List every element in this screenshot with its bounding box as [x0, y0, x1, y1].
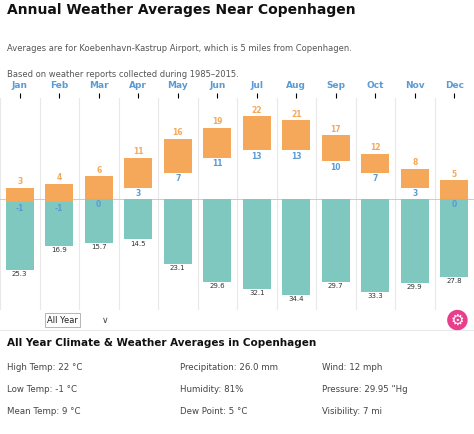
- Text: 3: 3: [136, 189, 141, 198]
- Text: 4: 4: [56, 173, 62, 182]
- Bar: [282, 120, 310, 150]
- Text: Visibility: 7 mi: Visibility: 7 mi: [322, 407, 383, 416]
- Text: 14.5: 14.5: [130, 240, 146, 247]
- Text: 22: 22: [252, 106, 262, 115]
- Text: 0: 0: [96, 200, 101, 209]
- Text: 0: 0: [452, 200, 457, 209]
- Text: 15.7: 15.7: [91, 244, 107, 250]
- Text: All Year: All Year: [47, 316, 78, 325]
- Text: All Year Climate & Weather Averages in Copenhagen: All Year Climate & Weather Averages in C…: [7, 338, 316, 348]
- Bar: [124, 158, 153, 187]
- Text: 6: 6: [96, 166, 101, 175]
- Text: 7: 7: [175, 174, 181, 183]
- Bar: [164, 199, 192, 263]
- Bar: [84, 199, 113, 243]
- Text: Wind: 12 mph: Wind: 12 mph: [322, 363, 383, 372]
- Text: 12: 12: [370, 143, 381, 152]
- Text: 11: 11: [133, 147, 144, 156]
- Text: 33.3: 33.3: [367, 293, 383, 299]
- Text: 3: 3: [17, 177, 22, 186]
- Text: High Temp: 22 °C: High Temp: 22 °C: [7, 363, 82, 372]
- Bar: [282, 199, 310, 295]
- Text: 25.3: 25.3: [12, 271, 27, 277]
- Text: 27.8: 27.8: [447, 278, 462, 284]
- Bar: [124, 199, 153, 240]
- Bar: [243, 199, 271, 289]
- Bar: [361, 199, 390, 292]
- Text: -1: -1: [16, 204, 24, 213]
- Text: Averages are for Koebenhavn-Kastrup Airport, which is 5 miles from Copenhagen.: Averages are for Koebenhavn-Kastrup Airp…: [7, 44, 352, 53]
- Bar: [321, 199, 350, 282]
- Bar: [45, 184, 73, 203]
- Bar: [203, 128, 231, 158]
- Text: 16: 16: [173, 128, 183, 137]
- Bar: [321, 135, 350, 161]
- Text: 17: 17: [330, 125, 341, 134]
- Text: 32.1: 32.1: [249, 290, 264, 296]
- Text: 7: 7: [373, 174, 378, 183]
- Text: 29.6: 29.6: [210, 283, 225, 289]
- Text: 13: 13: [291, 151, 301, 161]
- Text: Pressure: 29.95 "Hg: Pressure: 29.95 "Hg: [322, 385, 408, 394]
- Bar: [84, 176, 113, 199]
- Bar: [401, 199, 429, 283]
- Text: 5: 5: [452, 170, 457, 178]
- Bar: [45, 199, 73, 246]
- Text: Dew Point: 5 °C: Dew Point: 5 °C: [180, 407, 247, 416]
- Bar: [243, 116, 271, 150]
- Text: 19: 19: [212, 117, 222, 126]
- Text: ⚙: ⚙: [451, 312, 464, 328]
- Bar: [203, 199, 231, 282]
- Bar: [401, 169, 429, 187]
- Text: -1: -1: [55, 204, 64, 213]
- Text: Showing:: Showing:: [7, 316, 54, 325]
- Text: 3: 3: [412, 189, 418, 198]
- Text: 29.9: 29.9: [407, 284, 422, 290]
- Text: 10: 10: [330, 163, 341, 172]
- Text: 23.1: 23.1: [170, 265, 185, 271]
- Text: Humidity: 81%: Humidity: 81%: [180, 385, 244, 394]
- Text: 16.9: 16.9: [51, 247, 67, 253]
- Text: 13: 13: [252, 151, 262, 161]
- Text: ∨: ∨: [102, 316, 109, 325]
- Bar: [164, 139, 192, 173]
- Text: 8: 8: [412, 158, 418, 167]
- Text: Mean Temp: 9 °C: Mean Temp: 9 °C: [7, 407, 81, 416]
- Text: 11: 11: [212, 159, 222, 168]
- Text: 29.7: 29.7: [328, 283, 344, 289]
- Text: Based on weather reports collected during 1985–2015.: Based on weather reports collected durin…: [7, 70, 239, 79]
- Text: 34.4: 34.4: [289, 296, 304, 302]
- Text: 21: 21: [291, 110, 301, 118]
- Text: Annual Weather Averages Near Copenhagen: Annual Weather Averages Near Copenhagen: [7, 3, 356, 17]
- Bar: [440, 199, 468, 277]
- Bar: [440, 180, 468, 199]
- Text: Precipitation: 26.0 mm: Precipitation: 26.0 mm: [180, 363, 278, 372]
- Bar: [361, 154, 390, 173]
- Bar: [6, 187, 34, 203]
- Bar: [6, 199, 34, 270]
- Text: Low Temp: -1 °C: Low Temp: -1 °C: [7, 385, 77, 394]
